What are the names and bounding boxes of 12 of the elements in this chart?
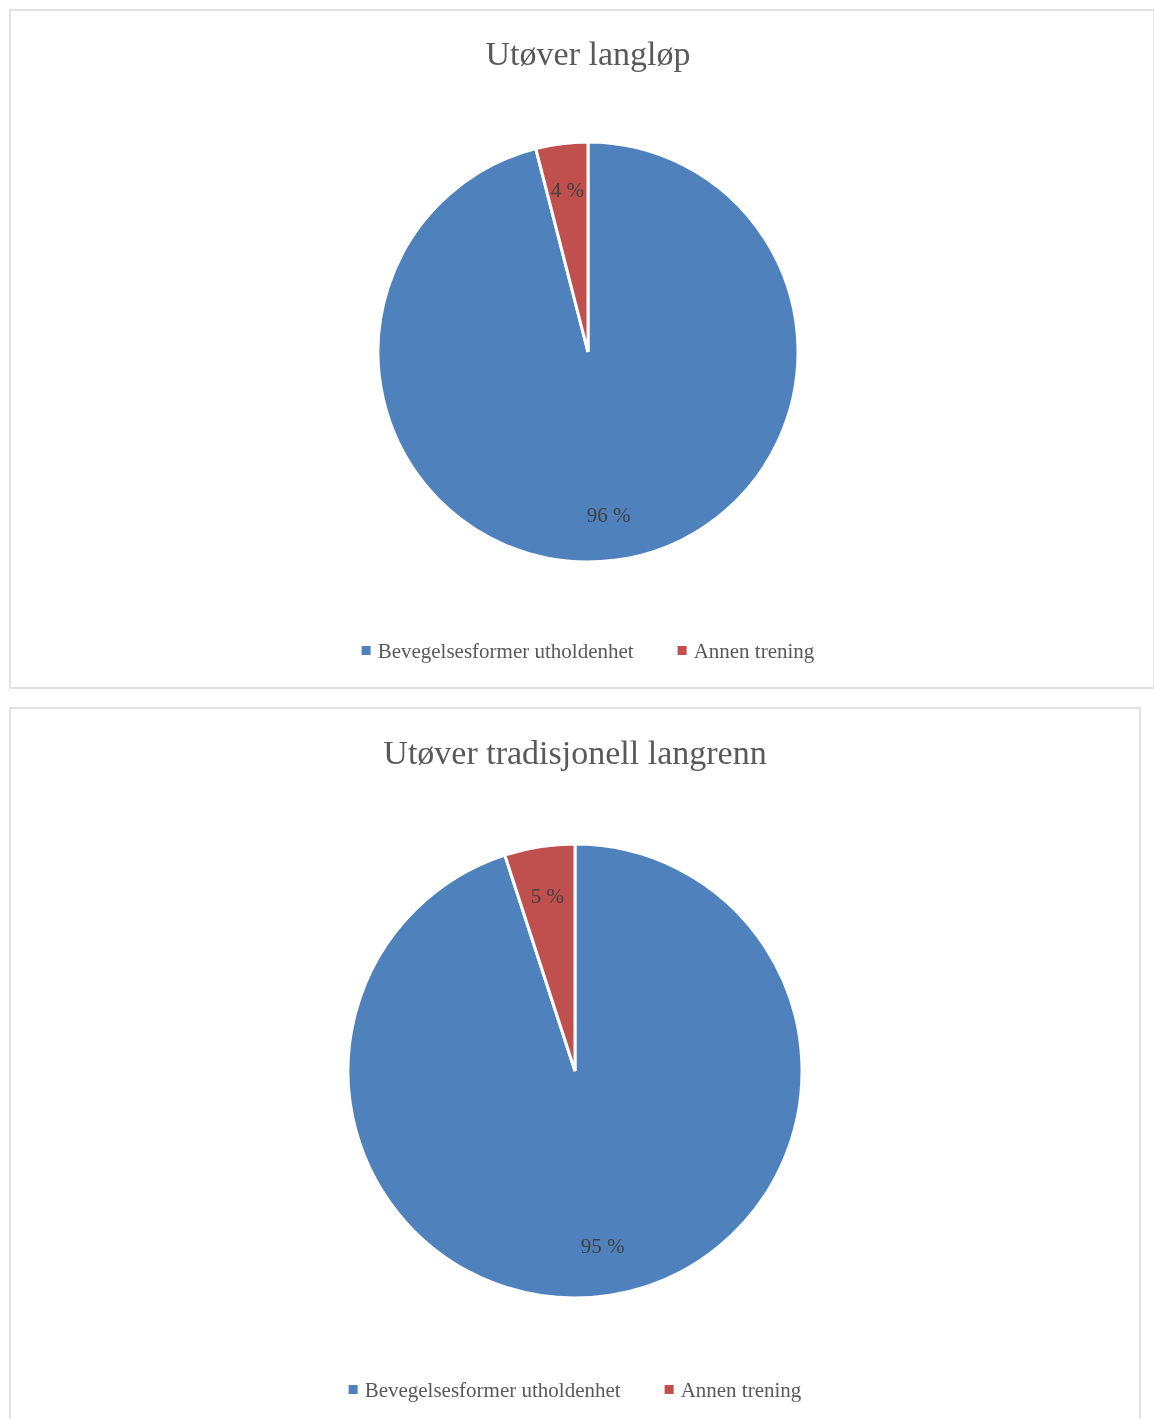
legend-label: Bevegelsesformer utholdenhet <box>364 1378 621 1403</box>
data-label: 4 % <box>550 177 585 202</box>
data-label: 96 % <box>586 502 631 527</box>
legend-label: Annen trening <box>680 1378 802 1403</box>
pie-slice <box>346 842 804 1300</box>
legend-label: Bevegelsesformer utholdenhet <box>377 639 634 664</box>
data-label: 95 % <box>580 1234 625 1259</box>
data-label: 5 % <box>530 884 564 909</box>
chart-title: Utøver langløp <box>485 35 691 72</box>
chart-title: Utøver tradisjonell langrenn <box>383 734 767 771</box>
pie-slice <box>376 140 800 564</box>
legend-label: Annen trening <box>693 639 815 664</box>
